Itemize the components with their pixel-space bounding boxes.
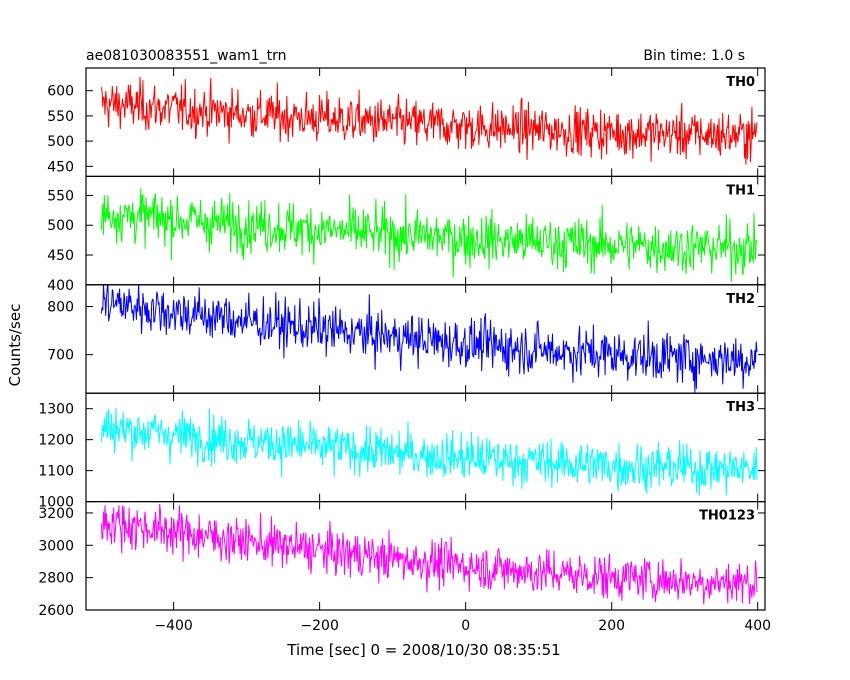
y-tick-label: 1000: [38, 495, 74, 511]
y-tick-label: 800: [47, 299, 74, 315]
series-line-th3: [100, 407, 758, 496]
panel-label-th3: TH3: [726, 400, 755, 415]
y-tick-label: 450: [47, 159, 74, 175]
x-tick-label: 200: [598, 618, 625, 634]
panel-frame: [85, 392, 766, 503]
x-tick-label: −400: [154, 618, 192, 634]
y-tick-label: 500: [47, 134, 74, 150]
y-tick-label: 3200: [38, 506, 74, 522]
chart-title-left: ae081030083551_wam1_trn: [86, 48, 287, 64]
y-tick-label: 500: [47, 218, 74, 234]
chart-title-right: Bin time: 1.0 s: [643, 48, 745, 64]
panel-label-th0123: TH0123: [699, 509, 755, 524]
x-axis: −400 −200 0 200 400: [154, 618, 771, 634]
series-line-th2: [100, 284, 758, 393]
y-tick-label: 550: [47, 188, 74, 204]
panel-label-th2: TH2: [726, 292, 755, 307]
y-tick-label: 1100: [38, 464, 74, 480]
x-tick-label: 400: [744, 618, 771, 634]
panel-th2: 700 800 TH2: [47, 284, 766, 394]
x-tick-label: −200: [300, 618, 338, 634]
panel-th1: 400 450 500 550 TH1: [47, 175, 766, 294]
panel-th3: 1000 1100 1200 1300 TH3: [38, 392, 766, 511]
y-tick-label: 2600: [38, 603, 74, 619]
y-tick-label: 600: [47, 84, 74, 100]
panel-th0: 450 500 550 600 TH0: [47, 67, 766, 178]
y-tick-label: 450: [47, 248, 74, 264]
panel-th0123: 2600 2800 3000 3200 TH0123: [38, 501, 766, 619]
panels-group: 450 500 550 600 TH0 400 450 500 550 TH1 700 800 TH2 1…: [38, 67, 766, 619]
x-axis-title: Time [sec] 0 = 2008/10/30 08:35:51: [286, 641, 560, 659]
panel-label-th0: TH0: [726, 75, 755, 90]
series-line-th0123: [100, 503, 758, 605]
panel-frame: [85, 501, 766, 611]
y-tick-label: 400: [47, 278, 74, 294]
x-tick-label: 0: [461, 618, 470, 634]
y-tick-label: 550: [47, 109, 74, 125]
series-line-th1: [100, 188, 758, 283]
y-tick-label: 2800: [38, 571, 74, 587]
series-line-th0: [100, 76, 758, 165]
y-axis-title: Counts/sec: [6, 304, 24, 387]
y-tick-label: 1200: [38, 433, 74, 449]
y-tick-label: 1300: [38, 402, 74, 418]
y-tick-label: 700: [47, 348, 74, 364]
y-tick-label: 3000: [38, 538, 74, 554]
panel-label-th1: TH1: [726, 183, 755, 198]
